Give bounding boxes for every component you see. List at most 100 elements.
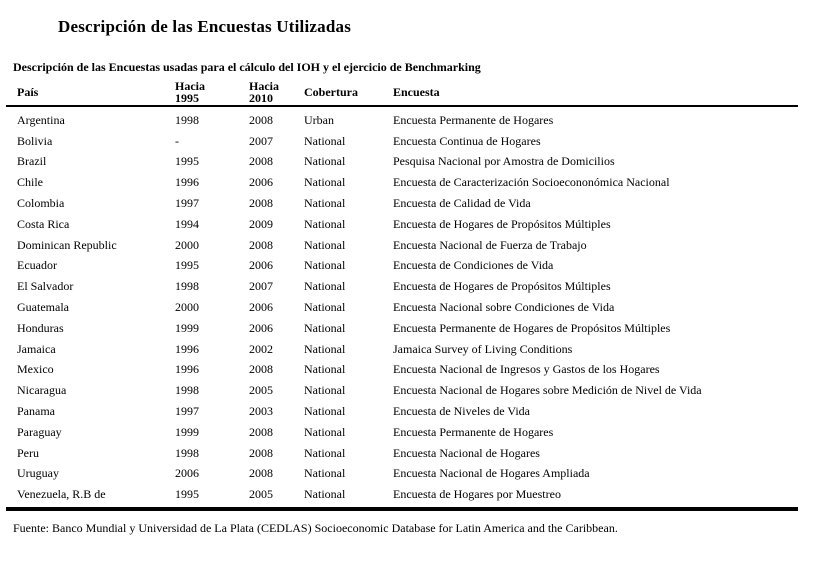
cell-coverage: National [304,466,346,481]
cell-survey: Encuesta Nacional de Hogares Ampliada [393,466,590,481]
cell-country: Nicaragua [17,383,67,398]
cell-y2010: 2003 [249,404,273,419]
cell-survey: Encuesta de Hogares por Muestreo [393,487,561,502]
cell-y1995: 1999 [175,320,199,335]
cell-y1995: - [175,133,179,148]
column-header-hacia-2010: Hacia 2010 [249,78,304,105]
cell-coverage: National [304,258,346,273]
cell-country: Jamaica [17,341,56,356]
cell-y1995: 1999 [175,424,199,439]
cell-coverage: Urban [304,112,334,127]
cell-coverage: National [304,424,346,439]
cell-coverage: National [304,320,346,335]
cell-survey: Pesquisa Nacional por Amostra de Domicil… [393,154,615,169]
cell-country: Uruguay [17,466,59,481]
column-header-hacia-1995: Hacia 1995 [175,78,249,105]
table-row: Nicaragua 1998 2005 National Encuesta Nacion… [6,380,798,401]
table-row: Dominican Republic 2000 2008 National Encues… [6,235,798,256]
surveys-table: País Hacia 1995 Hacia 2010 Cobertura Enc… [6,78,798,512]
cell-country: El Salvador [17,279,74,294]
table-row: Costa Rica 1994 2009 National Encuesta de Ho… [6,214,798,235]
table-row: Jamaica 1996 2002 National Jamaica Survey of… [6,339,798,360]
cell-country: Dominican Republic [17,237,117,252]
cell-survey: Encuesta Nacional de Fuerza de Trabajo [393,237,587,252]
page-title: Descripción de las Encuestas Utilizadas [58,17,352,36]
cell-y1995: 1998 [175,112,199,127]
cell-coverage: National [304,154,346,169]
cell-survey: Encuesta Continua de Hogares [393,133,541,148]
cell-survey: Encuesta Permanente de Hogares [393,424,554,439]
cell-country: Honduras [17,320,64,335]
table-row: Honduras 1999 2006 National Encuesta Permane… [6,318,798,339]
cell-coverage: National [304,487,346,502]
cell-country: Peru [17,445,39,460]
cell-y1995: 1996 [175,341,199,356]
table-row: Bolivia - 2007 National Encuesta Continua de… [6,131,798,152]
cell-y1995: 1995 [175,258,199,273]
cell-country: Bolivia [17,133,53,148]
table-row: Paraguay 1999 2008 National Encuesta Permane… [6,422,798,443]
cell-country: Venezuela, R.B de [17,487,106,502]
cell-y2010: 2007 [249,279,273,294]
cell-y2010: 2008 [249,445,273,460]
cell-coverage: National [304,133,346,148]
cell-y2010: 2006 [249,258,273,273]
cell-coverage: National [304,445,346,460]
cell-y2010: 2008 [249,362,273,377]
table-row: Guatemala 2000 2006 National Encuesta Nacion… [6,297,798,318]
cell-y1995: 1996 [175,362,199,377]
table-row: Uruguay 2006 2008 National Encuesta Nacional… [6,464,798,485]
cell-survey: Encuesta Nacional de Ingresos y Gastos d… [393,362,660,377]
cell-survey: Encuesta Nacional sobre Condiciones de V… [393,300,615,315]
cell-y2010: 2005 [249,487,273,502]
cell-coverage: National [304,175,346,190]
cell-survey: Encuesta de Niveles de Vida [393,404,531,419]
cell-survey: Encuesta Nacional de Hogares [393,445,540,460]
cell-country: Chile [17,175,43,190]
table-row: Argentina 1998 2008 Urban Encuesta Permanent… [6,110,798,131]
cell-y1995: 2006 [175,466,199,481]
cell-survey: Encuesta Permanente de Hogares de Propós… [393,320,671,335]
cell-country: Colombia [17,196,65,211]
cell-coverage: National [304,341,346,356]
table-row: Mexico 1996 2008 National Encuesta Nacional … [6,360,798,381]
cell-y1995: 1997 [175,196,199,211]
table-row: Colombia 1997 2008 National Encuesta de Cali… [6,193,798,214]
cell-coverage: National [304,362,346,377]
cell-survey: Encuesta de Caracterización Socioecononó… [393,175,670,190]
cell-survey: Encuesta de Hogares de Propósitos Múltip… [393,279,611,294]
cell-y2010: 2008 [249,112,273,127]
cell-y2010: 2005 [249,383,273,398]
cell-coverage: National [304,404,346,419]
cell-country: Guatemala [17,300,69,315]
cell-y1995: 1996 [175,175,199,190]
cell-country: Argentina [17,112,65,127]
table-row: Brazil 1995 2008 National Pesquisa Nacional … [6,152,798,173]
cell-country: Mexico [17,362,54,377]
cell-y1995: 1994 [175,216,199,231]
cell-country: Brazil [17,154,47,169]
table-row: Ecuador 1995 2006 National Encuesta de Condi… [6,256,798,277]
cell-survey: Encuesta de Condiciones de Vida [393,258,554,273]
cell-survey: Encuesta Permanente de Hogares [393,112,554,127]
cell-y2010: 2008 [249,196,273,211]
table-row: Chile 1996 2006 National Encuesta de Caracte… [6,172,798,193]
cell-coverage: National [304,279,346,294]
cell-y2010: 2007 [249,133,273,148]
cell-country: Ecuador [17,258,57,273]
column-header-hacia-2010-line1: Hacia [249,78,279,93]
table-row: Venezuela, R.B de 1995 2005 National Encuest… [6,484,798,505]
table-bottom-rule [6,507,798,512]
cell-y2010: 2008 [249,237,273,252]
cell-survey: Encuesta Nacional de Hogares sobre Medic… [393,383,702,398]
source-note: Fuente: Banco Mundial y Universidad de L… [13,521,618,535]
cell-y1995: 1998 [175,445,199,460]
cell-y1995: 1997 [175,404,199,419]
cell-y2010: 2008 [249,154,273,169]
table-row: Panama 1997 2003 National Encuesta de Nivele… [6,401,798,422]
cell-country: Paraguay [17,424,62,439]
cell-y2010: 2009 [249,216,273,231]
cell-y1995: 1995 [175,487,199,502]
cell-survey: Encuesta de Calidad de Vida [393,196,531,211]
column-header-hacia-1995-line1: Hacia [175,78,205,93]
